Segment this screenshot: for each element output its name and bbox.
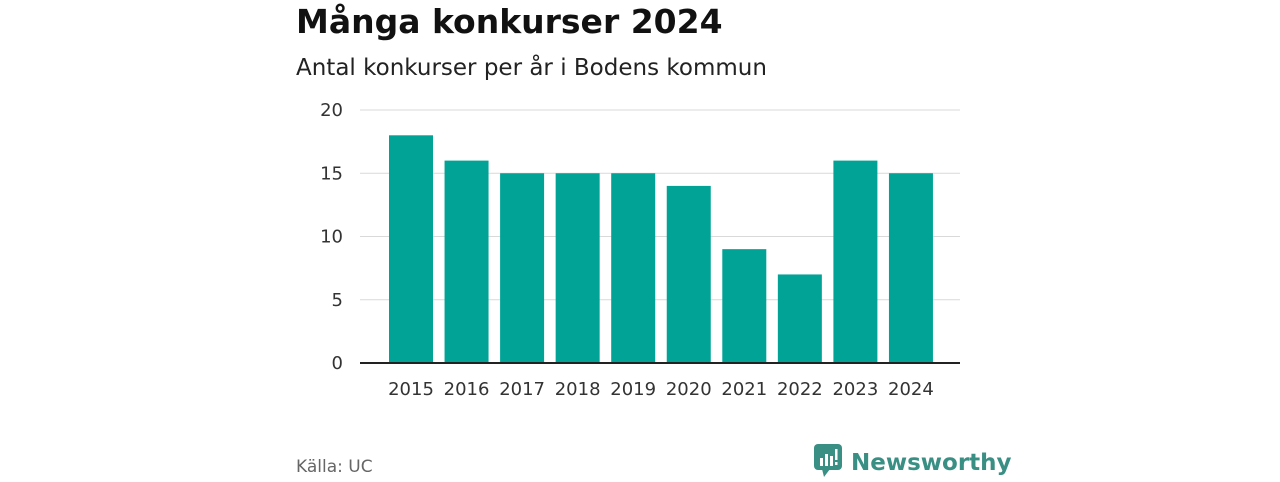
x-tick-label: 2021 [721,379,767,400]
y-axis-ticks: 0 5 10 15 20 [320,100,343,374]
bar-chart-speech-bubble-icon [814,444,842,482]
source-label: Källa: UC [296,457,373,477]
y-tick-label: 20 [320,100,343,121]
bar-2024 [888,173,933,363]
x-axis-ticks: 2015 2016 2017 2018 2019 2020 2021 2022 2023 2024 [388,379,934,400]
chart-title: Många konkurser 2024 [296,2,723,41]
x-tick-label: 2020 [666,379,712,400]
x-tick-label: 2016 [444,379,490,400]
brand-logo: Newsworthy [814,444,1012,482]
y-tick-label: 0 [332,353,343,374]
y-tick-label: 15 [320,163,343,184]
x-tick-label: 2019 [610,379,656,400]
bar-2019 [611,173,656,363]
x-tick-label: 2024 [888,379,934,400]
bar-2023 [833,160,878,363]
brand-name: Newsworthy [851,450,1012,476]
x-tick-label: 2023 [832,379,878,400]
x-tick-label: 2022 [777,379,823,400]
x-tick-label: 2017 [499,379,545,400]
bar-2021 [722,249,767,363]
bar-2017 [500,173,545,363]
bar-2020 [666,185,711,363]
bars [389,135,933,363]
x-tick-label: 2018 [555,379,601,400]
x-tick-label: 2015 [388,379,434,400]
bar-2018 [555,173,600,363]
chart-subtitle: Antal konkurser per år i Bodens kommun [296,55,767,81]
bar-2016 [444,160,489,363]
y-tick-label: 10 [320,227,343,248]
y-tick-label: 5 [332,290,343,311]
bar-2022 [777,274,822,363]
bar-2015 [389,135,433,363]
